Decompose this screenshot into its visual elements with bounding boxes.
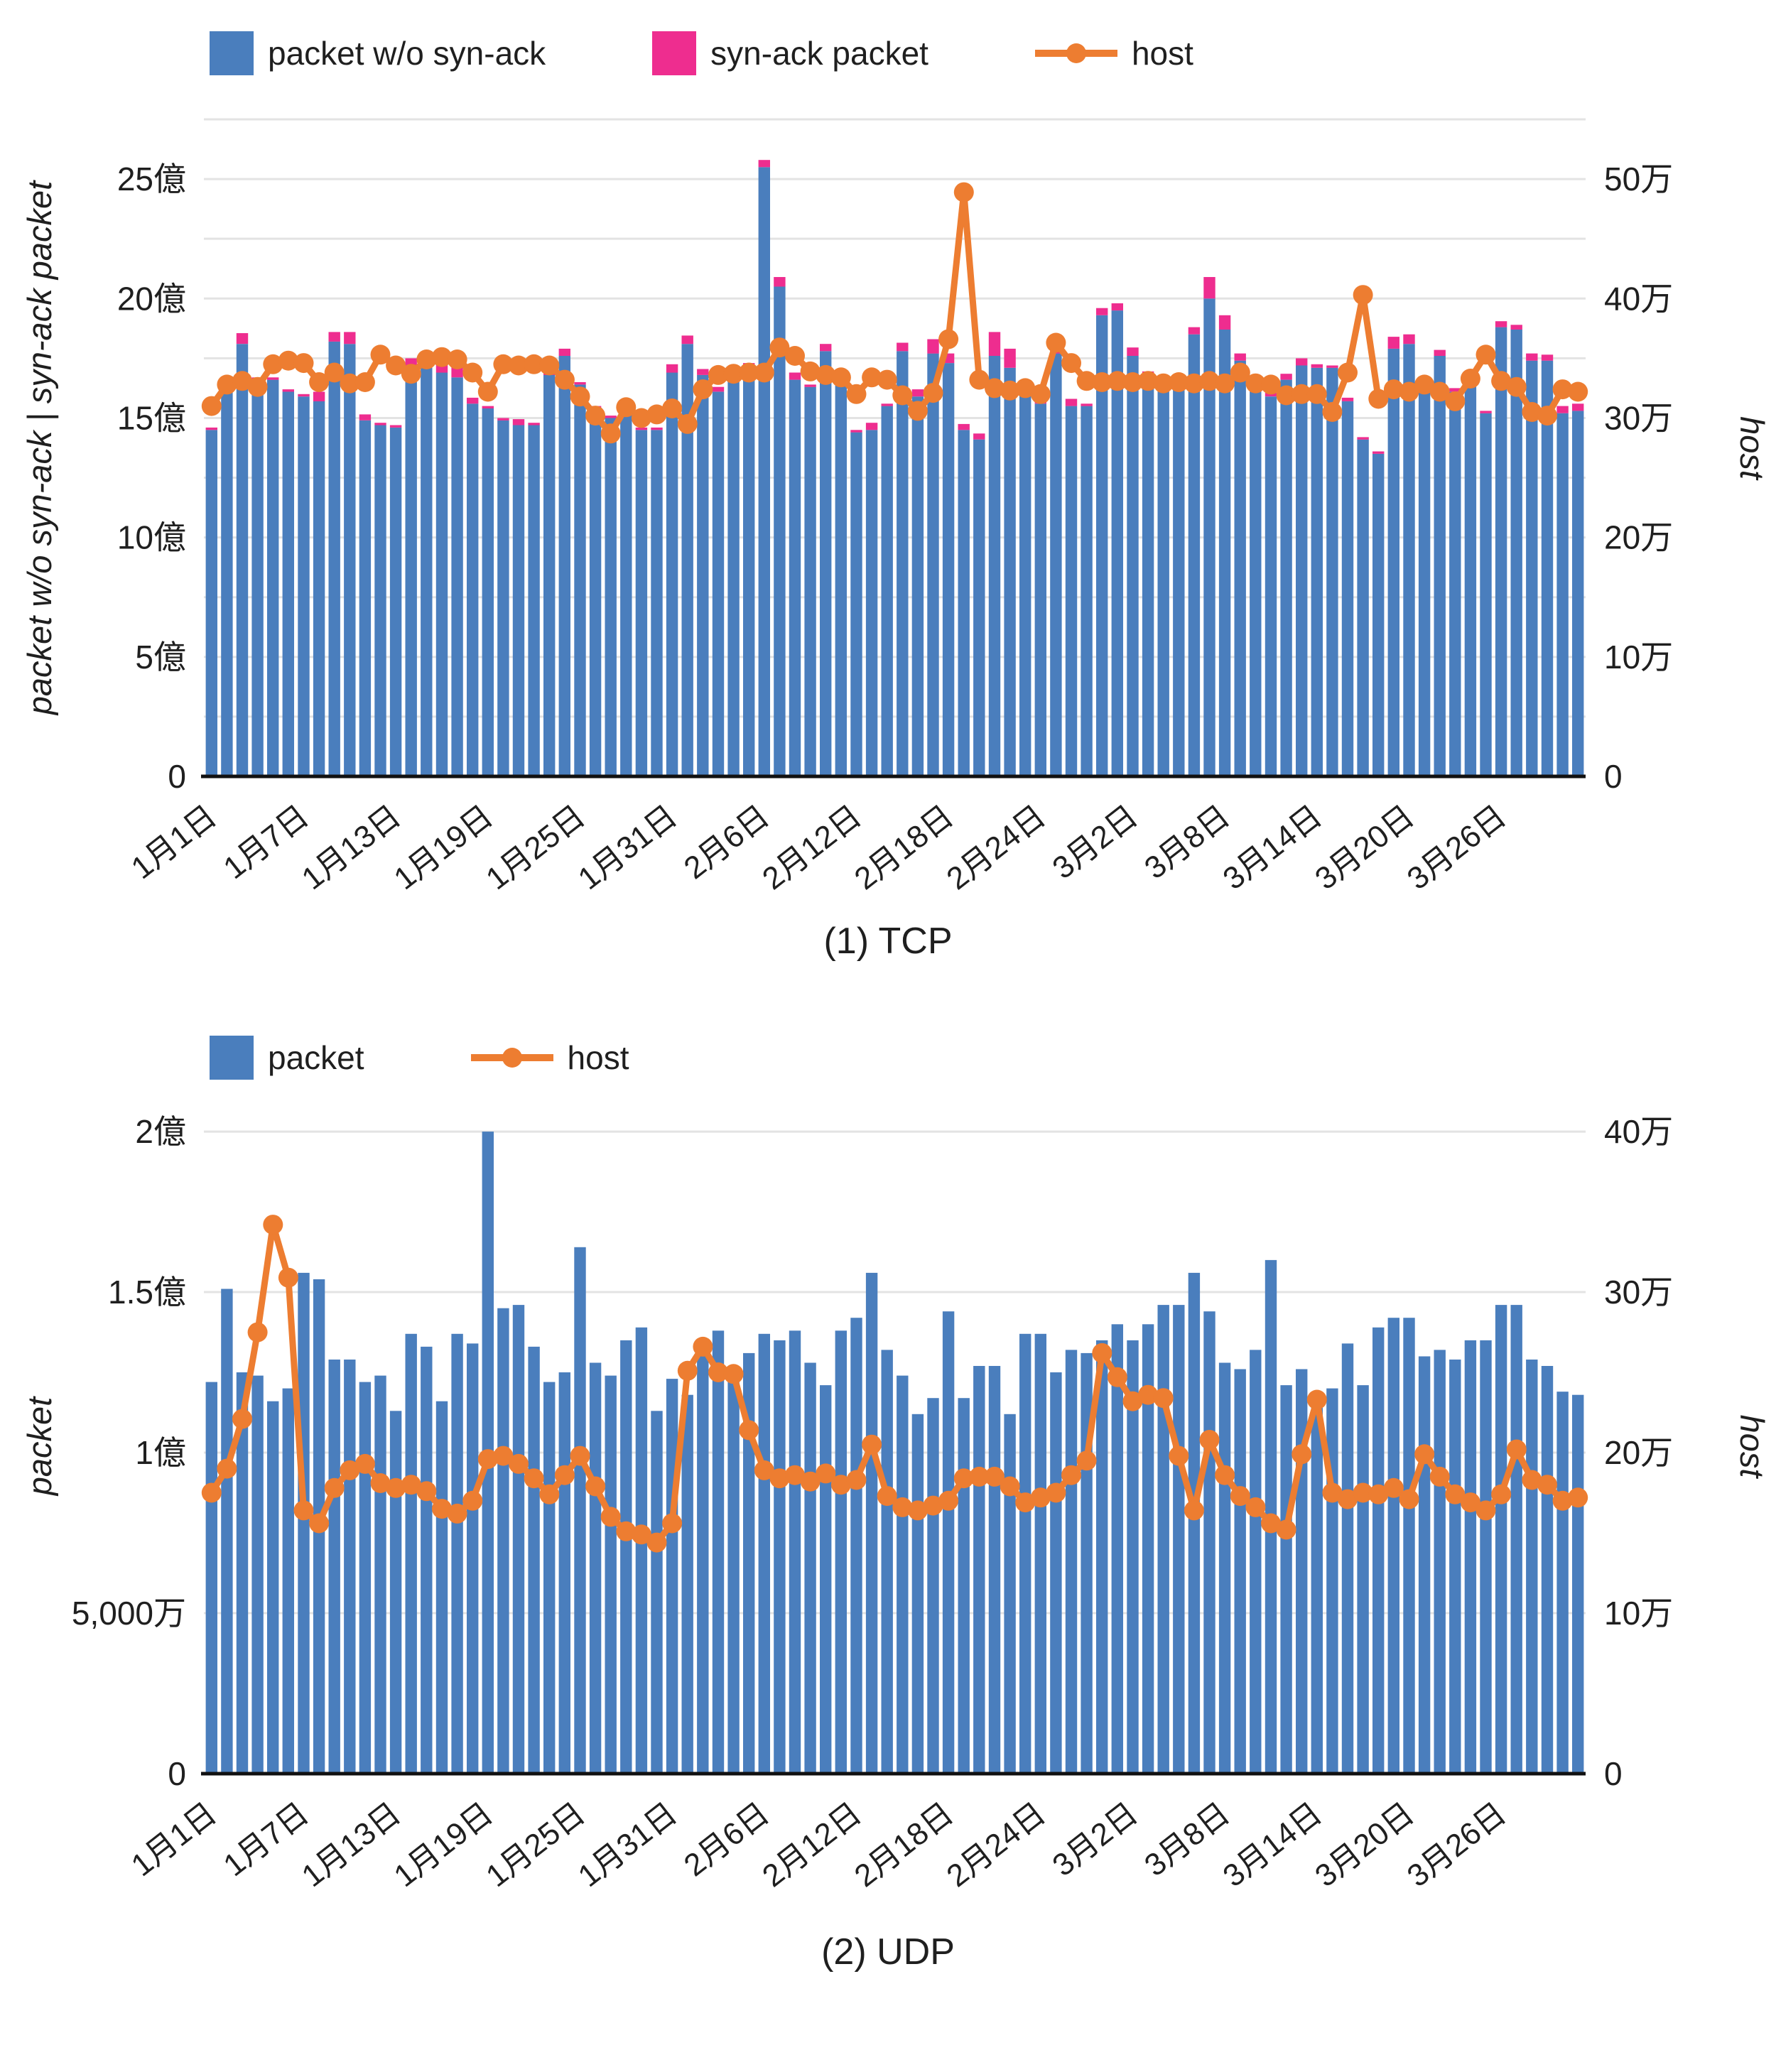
svg-text:2月24日: 2月24日: [941, 1796, 1052, 1894]
legend-label: host: [567, 1039, 629, 1076]
tcp-chart-section: packet w/o syn-ack syn-ack packet host 0…: [0, 0, 1776, 994]
svg-text:3月26日: 3月26日: [1401, 798, 1512, 896]
y-axis-left-ticks: 0 5,000万 1億 1.5億 2億: [72, 1113, 186, 1792]
svg-text:5,000万: 5,000万: [72, 1595, 186, 1632]
svg-text:2月12日: 2月12日: [756, 798, 867, 896]
svg-text:1月1日: 1月1日: [125, 1796, 223, 1883]
svg-text:50万: 50万: [1604, 161, 1673, 197]
legend-item-synack-packet: syn-ack packet: [652, 31, 928, 75]
udp-chart-section: packet host 0 5,000万 1億 1.5億 2億 0 10万 20万 30万 40万…: [0, 994, 1776, 2072]
legend-label: packet: [268, 1039, 364, 1076]
svg-text:20万: 20万: [1604, 1434, 1673, 1471]
tcp-caption: (1) TCP: [823, 921, 953, 962]
legend-label: host: [1131, 35, 1193, 72]
line-host: [201, 182, 1588, 444]
svg-text:0: 0: [1604, 758, 1623, 795]
x-axis-ticks: 1月1日1月7日1月13日1月19日1月25日1月31日2月6日2月12日2月1…: [125, 798, 1512, 896]
pink-square-icon: [652, 31, 697, 75]
blue-square-icon: [210, 1036, 254, 1080]
svg-text:1月25日: 1月25日: [480, 798, 591, 896]
svg-text:40万: 40万: [1604, 1113, 1673, 1150]
svg-text:25億: 25億: [117, 161, 186, 197]
y-axis-right-ticks: 0 10万 20万 30万 40万 50万: [1604, 161, 1673, 795]
svg-text:2月12日: 2月12日: [756, 1796, 867, 1894]
svg-text:3月2日: 3月2日: [1046, 798, 1144, 886]
svg-text:3月26日: 3月26日: [1401, 1796, 1512, 1894]
legend-label: packet w/o syn-ack: [268, 35, 546, 72]
gridlines: [204, 1130, 1586, 1615]
svg-text:1月19日: 1月19日: [388, 798, 499, 896]
y-axis-right-title: host: [1733, 1415, 1771, 1480]
legend-item-packet-wo-synack: packet w/o syn-ack: [210, 31, 546, 75]
svg-text:2月18日: 2月18日: [848, 1796, 960, 1894]
legend-label: syn-ack packet: [710, 35, 928, 72]
svg-text:1月13日: 1月13日: [296, 1796, 407, 1894]
svg-text:1月31日: 1月31日: [572, 798, 683, 896]
udp-plot: 0 5,000万 1億 1.5億 2億 0 10万 20万 30万 40万 1月1日1月7日1月13…: [21, 1113, 1771, 1894]
svg-text:1月19日: 1月19日: [388, 1796, 499, 1894]
svg-text:20億: 20億: [117, 280, 186, 317]
svg-text:3月2日: 3月2日: [1046, 1796, 1144, 1883]
udp-caption: (2) UDP: [821, 1931, 955, 1973]
svg-text:2月18日: 2月18日: [848, 798, 960, 896]
svg-text:3月20日: 3月20日: [1309, 1796, 1420, 1894]
x-axis-ticks: 1月1日1月7日1月13日1月19日1月25日1月31日2月6日2月12日2月1…: [125, 1796, 1512, 1894]
tcp-plot: 0 5億 10億 15億 20億 25億 0 10万 20万 30万 40万 50万 1月1日1月7日1…: [21, 118, 1771, 896]
svg-text:0: 0: [168, 1755, 186, 1792]
svg-text:3月14日: 3月14日: [1217, 798, 1328, 896]
legend-item-packet: packet: [210, 1036, 364, 1080]
legend-item-host: host: [1034, 31, 1193, 75]
y-axis-left-title: packet w/o syn-ack | syn-ack packet: [21, 180, 58, 716]
y-axis-right-ticks: 0 10万 20万 30万 40万: [1604, 1113, 1673, 1792]
y-axis-left-title: packet: [21, 1396, 58, 1497]
svg-text:10億: 10億: [117, 519, 186, 556]
svg-text:30万: 30万: [1604, 1274, 1673, 1311]
svg-text:2月24日: 2月24日: [941, 798, 1052, 896]
svg-text:20万: 20万: [1604, 519, 1673, 556]
svg-text:5億: 5億: [135, 639, 186, 676]
svg-text:1億: 1億: [135, 1434, 186, 1471]
svg-text:40万: 40万: [1604, 280, 1673, 317]
svg-text:1月1日: 1月1日: [125, 798, 223, 886]
bars-packet-w-o-syn-ack: [205, 167, 1584, 777]
host-line-icon: [1034, 43, 1117, 64]
svg-text:3月20日: 3月20日: [1309, 798, 1420, 896]
svg-text:0: 0: [168, 758, 186, 795]
line-host: [201, 1215, 1588, 1553]
legend-item-host: host: [470, 1036, 629, 1080]
svg-text:15億: 15億: [117, 399, 186, 436]
blue-square-icon: [210, 31, 254, 75]
svg-text:1月31日: 1月31日: [572, 1796, 683, 1894]
svg-text:1.5億: 1.5億: [108, 1274, 186, 1311]
svg-text:30万: 30万: [1604, 399, 1673, 436]
svg-text:3月14日: 3月14日: [1217, 1796, 1328, 1894]
svg-text:10万: 10万: [1604, 639, 1673, 676]
host-line-icon: [470, 1047, 553, 1068]
svg-text:1月13日: 1月13日: [296, 798, 407, 896]
tcp-legend: packet w/o syn-ack syn-ack packet host: [210, 31, 1193, 75]
y-axis-left-ticks: 0 5億 10億 15億 20億 25億: [117, 161, 186, 795]
svg-text:0: 0: [1604, 1755, 1623, 1792]
svg-text:1月25日: 1月25日: [480, 1796, 591, 1894]
udp-legend: packet host: [210, 1036, 629, 1080]
y-axis-right-title: host: [1733, 416, 1771, 481]
svg-text:2億: 2億: [135, 1113, 186, 1150]
svg-text:10万: 10万: [1604, 1595, 1673, 1632]
